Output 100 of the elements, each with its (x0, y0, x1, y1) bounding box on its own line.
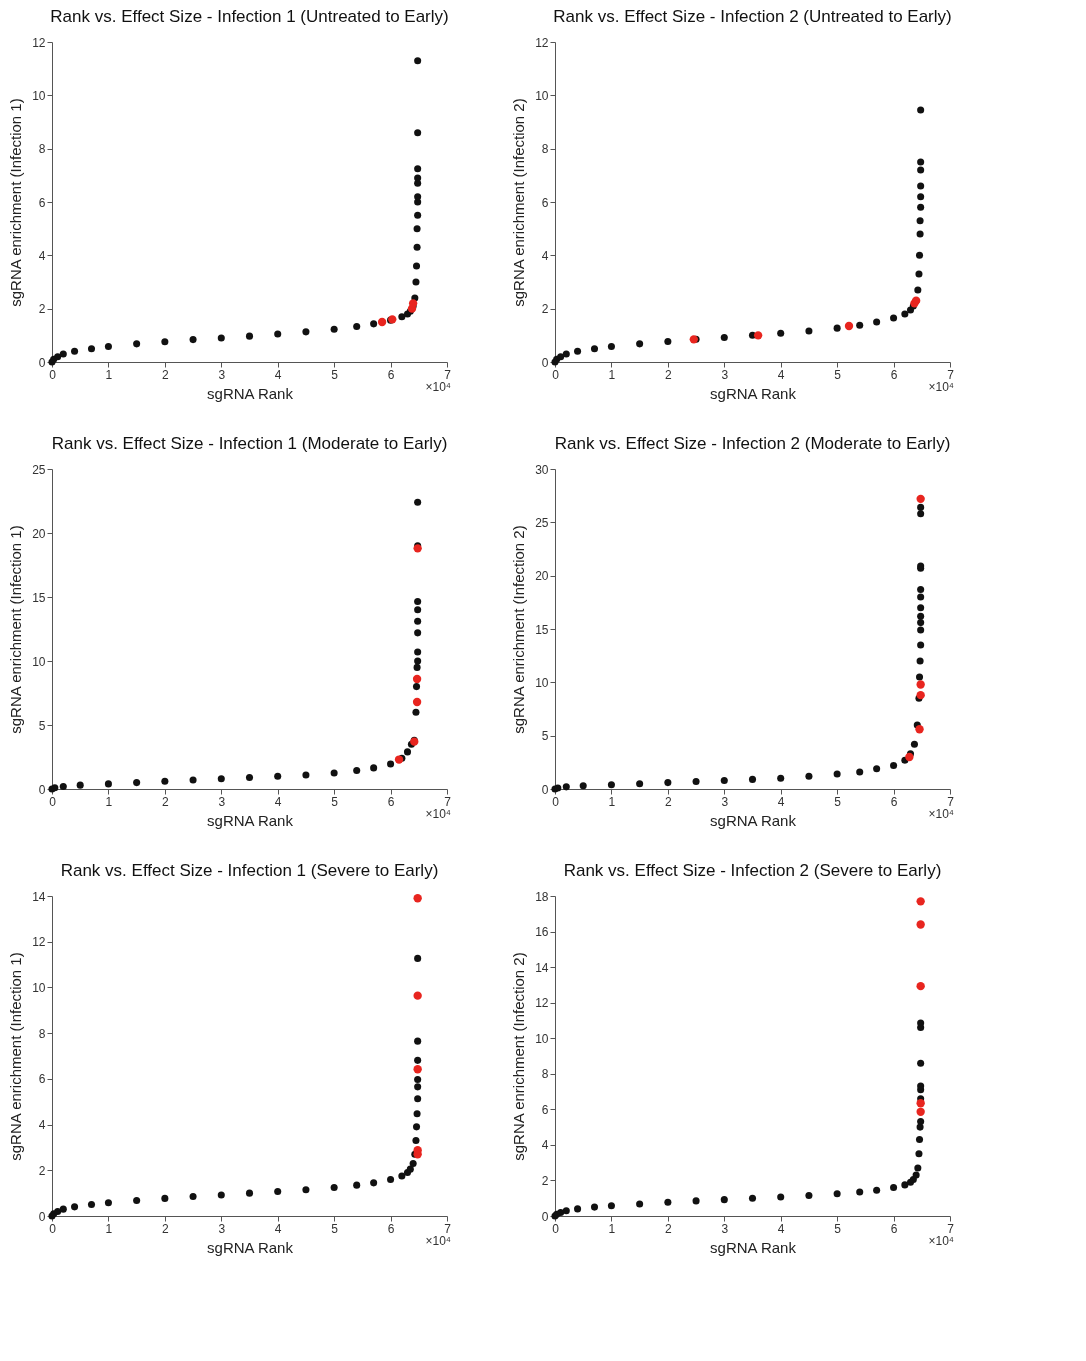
x-tick-label: 3 (218, 367, 226, 382)
text: ×10⁴ (425, 380, 451, 394)
y-tick-label: 10 (32, 88, 46, 103)
x-tick-label: 7 (947, 794, 955, 809)
y-tick-label: 0 (541, 1209, 549, 1224)
y-tick-label: 4 (38, 248, 46, 263)
text: ×10⁴ (928, 1234, 954, 1248)
x-tick-label: 6 (890, 367, 898, 382)
y-tick-label: 4 (541, 1138, 549, 1153)
x-tick-label: 0 (49, 367, 57, 382)
y-tick-label: 6 (541, 195, 549, 210)
text: ×10⁴ (928, 380, 954, 394)
y-tick-label: 8 (38, 1026, 46, 1041)
x-tick-label: 2 (665, 1221, 673, 1236)
y-tick-label: 8 (38, 142, 46, 157)
x-tick-label: 1 (105, 367, 113, 382)
y-tick-label: 6 (38, 1072, 46, 1087)
x-tick-label: 1 (105, 794, 113, 809)
y-tick-label: 25 (535, 515, 549, 530)
x-tick-label: 0 (552, 1221, 560, 1236)
x-tick-label: 0 (552, 794, 560, 809)
x-axis-title: sgRNA Rank (710, 811, 797, 829)
y-tick-label: 5 (541, 729, 549, 744)
x-tick-label: 3 (721, 1221, 729, 1236)
x-tick-label: 5 (834, 1221, 842, 1236)
x-axis-title: sgRNA Rank (207, 1238, 294, 1256)
y-tick-label: 6 (541, 1102, 549, 1117)
x-tick-label: 7 (444, 794, 452, 809)
y-tick-label: 12 (535, 35, 549, 50)
x-tick-label: 7 (947, 1221, 955, 1236)
x-tick-label: 0 (552, 367, 560, 382)
y-tick-label: 2 (541, 302, 549, 317)
x-axis-title: sgRNA Rank (207, 384, 294, 402)
chart-title: Rank vs. Effect Size - Infection 1 (Untreated to Early) (50, 7, 449, 26)
x-tick-label: 1 (608, 794, 616, 809)
x-axis-title: sgRNA Rank (207, 811, 294, 829)
y-tick-label: 12 (535, 996, 549, 1011)
y-tick-label: 2 (38, 1163, 46, 1178)
text: ×10⁴ (928, 807, 954, 821)
y-tick-label: 0 (541, 355, 549, 370)
x-tick-label: 3 (218, 794, 226, 809)
y-tick-label: 2 (38, 302, 46, 317)
x-tick-label: 2 (665, 794, 673, 809)
x-axis-title: sgRNA Rank (710, 1238, 797, 1256)
y-tick-label: 0 (541, 782, 549, 797)
y-tick-label: 10 (535, 675, 549, 690)
y-tick-label: 4 (541, 248, 549, 263)
y-tick-label: 10 (32, 654, 46, 669)
x-tick-label: 2 (162, 794, 170, 809)
y-tick-label: 20 (32, 526, 46, 541)
y-tick-label: 12 (32, 935, 46, 950)
x-tick-label: 5 (834, 367, 842, 382)
x-tick-label: 0 (49, 1221, 57, 1236)
y-tick-label: 0 (38, 1209, 46, 1224)
x-tick-label: 6 (387, 367, 395, 382)
y-axis-title: sgRNA enrichment (Infection 2) (510, 525, 528, 734)
y-tick-label: 6 (38, 195, 46, 210)
text: ×10⁴ (425, 807, 451, 821)
y-tick-label: 14 (32, 889, 46, 904)
chart-title: Rank vs. Effect Size - Infection 2 (Moderate to Early) (554, 434, 951, 453)
x-tick-label: 3 (721, 794, 729, 809)
x-tick-label: 5 (331, 367, 339, 382)
x-tick-label: 4 (274, 1221, 282, 1236)
y-tick-label: 15 (32, 590, 46, 605)
y-tick-label: 10 (32, 980, 46, 995)
x-tick-label: 6 (387, 1221, 395, 1236)
x-tick-label: 3 (721, 367, 729, 382)
x-tick-label: 4 (274, 367, 282, 382)
y-tick-label: 16 (535, 925, 549, 940)
x-tick-label: 1 (105, 1221, 113, 1236)
chart-title: Rank vs. Effect Size - Infection 2 (Severe to Early) (563, 861, 942, 880)
y-tick-label: 25 (32, 462, 46, 477)
chart-title: Rank vs. Effect Size - Infection 1 (Severe to Early) (60, 861, 439, 880)
y-tick-label: 10 (535, 1031, 549, 1046)
x-tick-label: 4 (274, 794, 282, 809)
x-tick-label: 2 (665, 367, 673, 382)
y-tick-label: 30 (535, 462, 549, 477)
x-tick-label: 4 (777, 1221, 785, 1236)
y-tick-label: 20 (535, 569, 549, 584)
y-axis-title: sgRNA enrichment (Infection 1) (7, 525, 25, 734)
x-axis-title: sgRNA Rank (710, 384, 797, 402)
y-tick-label: 18 (535, 889, 549, 904)
y-axis-title: sgRNA enrichment (Infection 1) (7, 952, 25, 1161)
chart-title: Rank vs. Effect Size - Infection 1 (Moderate to Early) (51, 434, 448, 453)
y-tick-label: 0 (38, 355, 46, 370)
y-tick-label: 8 (541, 1067, 549, 1082)
y-tick-label: 15 (535, 622, 549, 637)
y-tick-label: 2 (541, 1173, 549, 1188)
y-tick-label: 4 (38, 1118, 46, 1133)
x-tick-label: 3 (218, 1221, 226, 1236)
x-tick-label: 0 (49, 794, 57, 809)
y-tick-label: 0 (38, 782, 46, 797)
y-tick-label: 14 (535, 960, 549, 975)
text: ×10⁴ (425, 1234, 451, 1248)
x-tick-label: 5 (331, 794, 339, 809)
x-tick-label: 6 (387, 794, 395, 809)
x-tick-label: 4 (777, 794, 785, 809)
y-tick-label: 10 (535, 88, 549, 103)
x-tick-label: 4 (777, 367, 785, 382)
x-tick-label: 1 (608, 367, 616, 382)
